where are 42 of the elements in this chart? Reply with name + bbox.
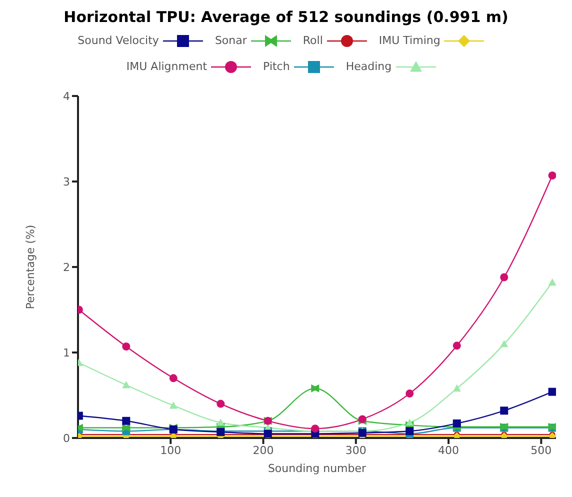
point <box>122 380 130 388</box>
legend-label: Heading <box>346 59 393 75</box>
point <box>452 342 461 350</box>
x-tick-label: 300 <box>345 444 366 457</box>
point <box>500 406 508 415</box>
point <box>216 400 225 408</box>
legend-label: Sound Velocity <box>78 33 160 49</box>
y-tick-label: 3 <box>63 175 70 188</box>
y-axis-title: Percentage (%) <box>24 224 37 310</box>
y-tick-label: 0 <box>63 432 70 445</box>
chart-title: Horizontal TPU: Average of 512 soundings (0.991 m) <box>62 8 510 26</box>
point <box>406 418 414 426</box>
legend-label: IMU Alignment <box>126 59 208 75</box>
point <box>500 273 508 282</box>
point <box>406 427 414 436</box>
legend-label: IMU Timing <box>378 33 442 49</box>
legend-label: Sonar <box>214 33 248 49</box>
point <box>122 342 130 351</box>
x-tick-label: 400 <box>438 444 460 457</box>
point <box>216 418 225 426</box>
point <box>122 424 130 432</box>
point <box>169 374 178 382</box>
x-axis-title: Sounding number <box>268 462 367 475</box>
legend-label: Roll <box>302 33 324 49</box>
point <box>406 390 414 398</box>
legend-label: Pitch <box>263 59 291 75</box>
point <box>452 419 461 428</box>
point <box>548 388 556 396</box>
x-tick-label: 500 <box>530 444 552 457</box>
x-tick-label: 100 <box>160 444 182 457</box>
point <box>500 340 508 348</box>
point <box>311 424 320 433</box>
point <box>122 416 130 425</box>
point <box>452 384 461 392</box>
y-tick-label: 4 <box>63 90 70 103</box>
point <box>548 278 556 286</box>
x-tick-label: 200 <box>252 444 274 457</box>
point <box>169 402 178 409</box>
y-tick-label: 1 <box>63 346 70 360</box>
point <box>311 384 320 392</box>
point <box>548 172 556 180</box>
y-tick-label: 2 <box>63 260 70 274</box>
